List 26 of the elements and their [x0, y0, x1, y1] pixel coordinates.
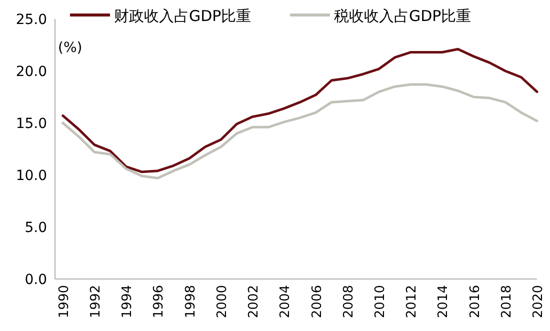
legend-label: 财政收入占GDP比重	[114, 7, 252, 25]
y-tick-label: 25.0	[16, 12, 47, 28]
y-tick-label: 10.0	[16, 168, 47, 184]
y-tick-label: 15.0	[16, 116, 47, 132]
x-tick-label: 2020	[531, 285, 546, 318]
line-series	[62, 83, 538, 180]
y-tick-label: 5.0	[24, 220, 47, 236]
x-tick-label: 2004	[278, 285, 294, 318]
x-tick-label: 2000	[214, 285, 230, 318]
x-tick-label: 2016	[468, 285, 483, 318]
y-tick-label: 0.0	[24, 272, 47, 288]
x-tick-label: 2008	[341, 285, 356, 318]
x-tick-label: 2010	[372, 285, 388, 318]
x-tick-label: 2012	[404, 285, 420, 318]
x-tick-label: 2014	[436, 285, 452, 318]
x-tick-label: 2018	[499, 285, 514, 318]
x-tick-label: 2002	[246, 285, 262, 318]
x-tick-label: 1998	[183, 285, 198, 318]
x-tick-label: 1994	[120, 285, 136, 318]
y-axis-title: (%)	[58, 40, 82, 56]
x-tick-label: 1992	[88, 285, 104, 318]
legend-label: 税收收入占GDP比重	[334, 7, 472, 25]
x-tick-label: 2006	[310, 285, 325, 318]
y-tick-label: 20.0	[16, 64, 47, 80]
x-tick-label: 1996	[152, 285, 167, 318]
x-tick-label: 1990	[56, 285, 72, 318]
